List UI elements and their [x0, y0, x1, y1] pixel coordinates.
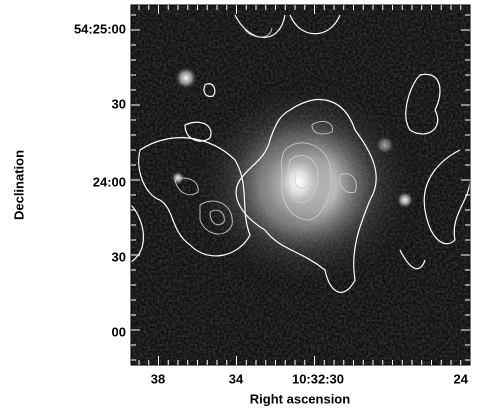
y-axis-label: Declination	[11, 150, 26, 220]
tick-marks	[131, 5, 470, 365]
x-tick-label: 34	[229, 371, 244, 386]
x-tick-label: 38	[151, 371, 165, 386]
y-tick-label: 54:25:00	[74, 21, 126, 36]
x-tick-label: 24	[454, 371, 469, 386]
x-tick-label: 10:32:30	[292, 371, 344, 386]
frame	[130, 4, 471, 366]
sky-image	[131, 5, 470, 365]
y-tick-label: 24:00	[93, 174, 126, 189]
x-axis-label: Right ascension	[250, 391, 350, 406]
y-tick-label: 30	[112, 96, 126, 111]
y-tick-label: 30	[112, 249, 126, 264]
y-tick-label: 00	[112, 324, 126, 339]
